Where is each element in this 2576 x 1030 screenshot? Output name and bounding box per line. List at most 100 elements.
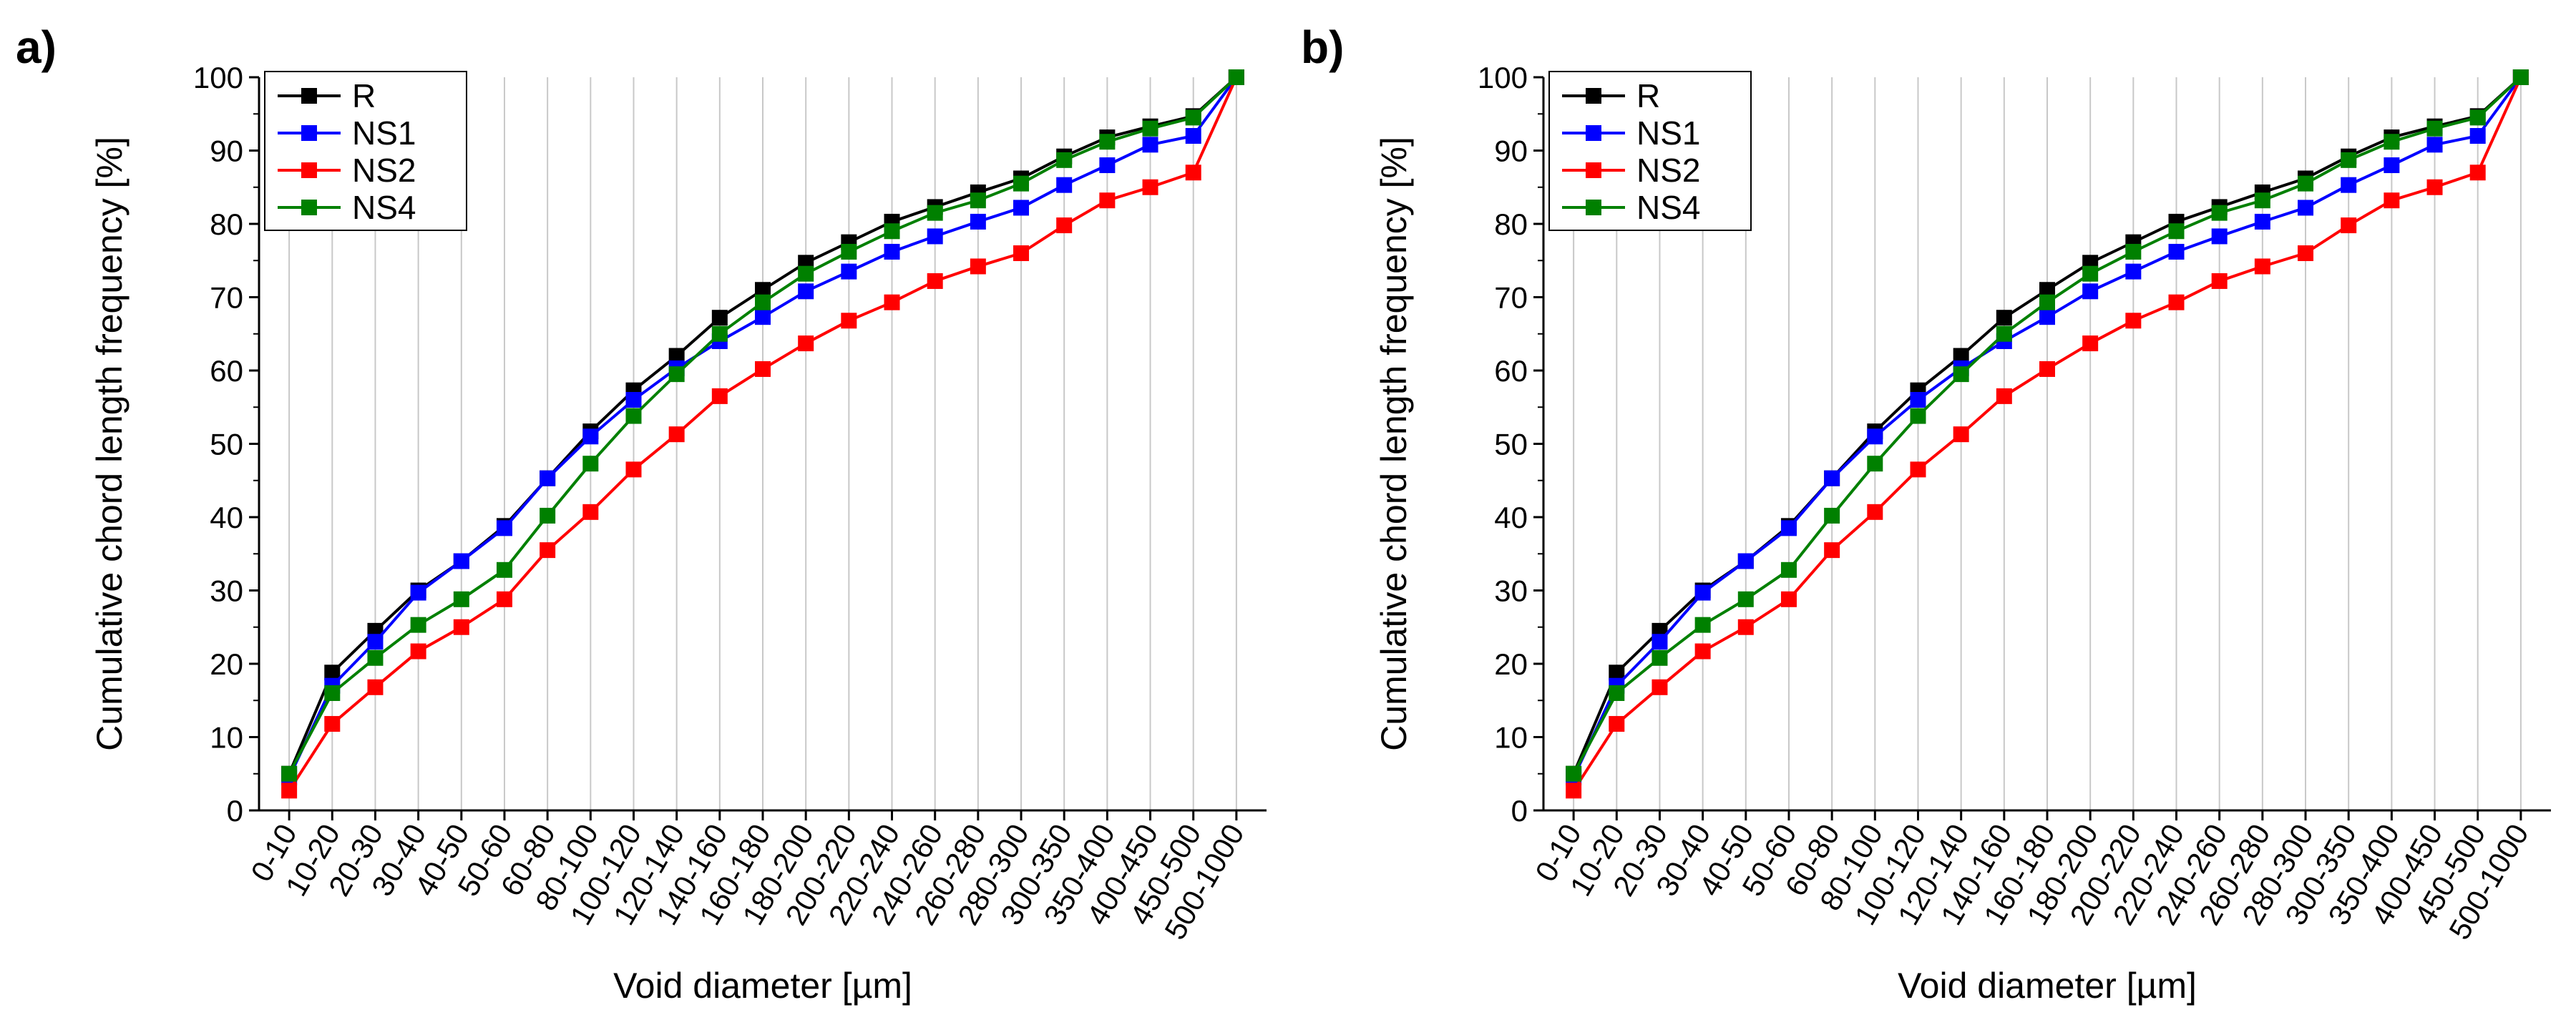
data-point-ns2 <box>2341 217 2357 234</box>
y-tick-label: 50 <box>210 428 243 461</box>
data-point-ns1 <box>453 553 469 569</box>
data-point-ns2 <box>755 360 771 377</box>
data-point-ns4 <box>927 205 943 221</box>
legend-swatch-marker <box>301 125 317 141</box>
data-point-ns2 <box>540 542 556 559</box>
data-point-ns4 <box>1694 617 1711 633</box>
legend-swatch-marker <box>1586 162 1601 178</box>
data-point-ns4 <box>1185 109 1201 126</box>
data-point-ns1 <box>927 228 943 245</box>
data-point-ns2 <box>324 716 341 732</box>
data-point-ns4 <box>1142 120 1158 137</box>
data-point-ns2 <box>2254 258 2270 275</box>
data-point-ns4 <box>1867 456 1883 472</box>
legend-label-ns4: NS4 <box>352 189 416 226</box>
data-point-ns4 <box>841 243 857 260</box>
data-point-ns4 <box>1566 765 1582 782</box>
data-point-ns4 <box>1228 69 1244 85</box>
y-tick-label: 80 <box>210 207 243 241</box>
y-axis-title: Cumulative chord length frequency [%] <box>89 137 130 751</box>
data-point-ns4 <box>2512 69 2529 85</box>
legend-swatch-marker <box>301 88 317 104</box>
data-point-ns4 <box>2039 294 2055 310</box>
y-tick-label: 10 <box>210 721 243 755</box>
data-point-ns2 <box>668 426 685 443</box>
data-point-ns1 <box>1867 428 1883 445</box>
data-point-ns2 <box>1099 192 1116 209</box>
data-point-ns1 <box>582 428 599 445</box>
legend-swatch-marker <box>1586 88 1601 104</box>
data-point-ns4 <box>582 456 599 472</box>
legend-swatch-marker <box>301 200 317 215</box>
data-point-ns1 <box>1013 200 1030 216</box>
data-point-ns2 <box>2125 313 2142 329</box>
data-point-ns1 <box>2341 177 2357 193</box>
data-point-ns2 <box>1910 461 1926 478</box>
legend-label-ns1: NS1 <box>352 114 416 152</box>
data-point-ns4 <box>1824 507 1840 524</box>
data-point-ns4 <box>1013 175 1030 192</box>
y-tick-label: 30 <box>210 574 243 608</box>
data-point-ns1 <box>2254 213 2270 230</box>
data-point-ns2 <box>1566 783 1582 799</box>
data-point-ns4 <box>711 325 728 342</box>
y-tick-label: 40 <box>210 501 243 534</box>
y-tick-label: 40 <box>1494 501 1528 534</box>
data-point-ns4 <box>2298 175 2314 192</box>
y-tick-label: 0 <box>1511 794 1528 828</box>
data-point-ns4 <box>798 265 814 282</box>
legend-label-ns4: NS4 <box>1636 189 1700 226</box>
data-point-ns1 <box>841 263 857 280</box>
data-point-ns1 <box>2211 228 2228 245</box>
data-point-r <box>1609 664 1625 681</box>
data-point-ns2 <box>927 273 943 289</box>
data-point-ns1 <box>2384 157 2400 173</box>
data-point-r <box>711 310 728 326</box>
x-axis-title: Void diameter [µm] <box>1898 966 2197 1006</box>
y-tick-label: 90 <box>210 134 243 168</box>
data-point-ns4 <box>281 765 298 782</box>
data-point-ns1 <box>1652 634 1668 650</box>
data-point-ns2 <box>1694 643 1711 659</box>
data-point-ns4 <box>1099 134 1116 150</box>
y-tick-label: 60 <box>210 354 243 388</box>
data-point-ns1 <box>540 470 556 486</box>
data-point-ns2 <box>2469 165 2486 181</box>
data-point-ns2 <box>884 294 900 310</box>
data-point-ns2 <box>1996 388 2012 404</box>
data-point-ns2 <box>970 258 986 275</box>
legend-label-ns1: NS1 <box>1636 114 1700 152</box>
data-point-ns4 <box>540 507 556 524</box>
y-axis-title: Cumulative chord length frequency [%] <box>1374 137 1414 751</box>
data-point-ns2 <box>1013 245 1030 261</box>
y-tick-label: 100 <box>193 61 243 94</box>
data-point-ns1 <box>1099 157 1116 173</box>
data-point-ns1 <box>410 584 426 601</box>
data-point-ns1 <box>1056 177 1073 193</box>
data-point-ns2 <box>1185 165 1201 181</box>
data-point-ns4 <box>1910 408 1926 424</box>
data-point-ns2 <box>2168 294 2185 310</box>
legend-label-r: R <box>352 77 376 114</box>
data-point-ns4 <box>1652 649 1668 666</box>
data-point-ns2 <box>1142 179 1158 195</box>
data-point-ns2 <box>2298 245 2314 261</box>
chart-panel-a: a)01020304050607080901000-1010-2020-3030… <box>16 21 1267 1006</box>
data-point-ns2 <box>367 679 384 695</box>
data-point-ns1 <box>2168 243 2185 260</box>
legend-swatch-marker <box>1586 125 1601 141</box>
data-point-ns2 <box>410 643 426 659</box>
data-point-ns2 <box>798 335 814 352</box>
data-point-r <box>1996 310 2012 326</box>
legend-label-r: R <box>1636 77 1660 114</box>
data-point-ns4 <box>2341 152 2357 168</box>
data-point-r <box>2039 282 2055 298</box>
data-point-ns4 <box>2082 265 2099 282</box>
data-point-ns1 <box>2426 137 2443 153</box>
y-tick-label: 0 <box>227 794 243 828</box>
data-point-ns4 <box>1056 152 1073 168</box>
y-tick-label: 20 <box>210 647 243 681</box>
data-point-ns2 <box>2384 192 2400 209</box>
y-tick-label: 90 <box>1494 134 1528 168</box>
